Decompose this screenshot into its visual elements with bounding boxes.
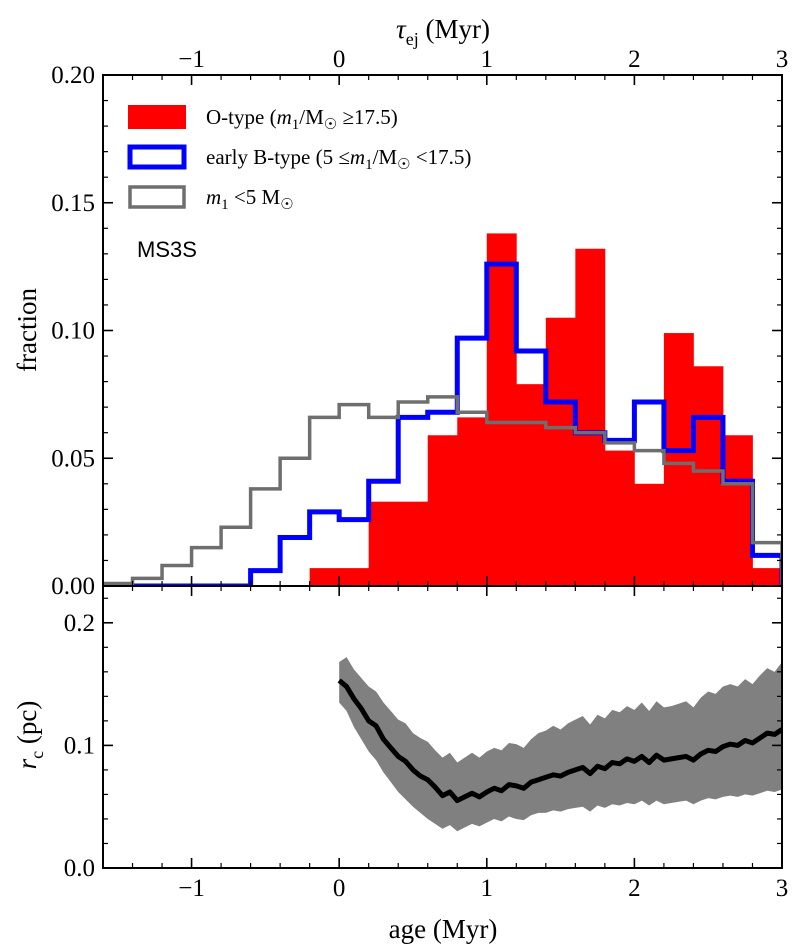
bottom-panel: 0.0 0.1 0.2 −1 0 1 2 3 — [64, 585, 789, 902]
bottom-xtick-label-4: 3 — [776, 875, 789, 902]
bar-o-type-8 — [339, 568, 370, 586]
bar-o-type-9 — [368, 501, 399, 586]
bar-o-type-20 — [693, 366, 724, 586]
top-xtick-label-1: 0 — [333, 46, 346, 73]
bar-o-type-21 — [722, 435, 753, 586]
bar-o-type-12 — [457, 417, 488, 586]
bottom-xtick-label-2: 1 — [481, 875, 494, 902]
top-xtick-label-4: 3 — [776, 46, 789, 73]
legend-swatch-2 — [128, 185, 186, 209]
bottom-x-axis-label: age (Myr) — [389, 914, 498, 944]
bottom-xtick-label-3: 2 — [628, 875, 641, 902]
top-ytick-label-2: 0.10 — [51, 318, 95, 345]
bottom-xtick-label-1: 0 — [333, 875, 346, 902]
top-ytick-label-3: 0.15 — [51, 190, 95, 217]
bar-o-type-22 — [752, 568, 782, 586]
bar-o-type-19 — [663, 333, 694, 586]
bar-o-type-7 — [309, 568, 340, 586]
bottom-plot-frame — [102, 585, 783, 869]
top-panel: 0.00 0.05 0.10 0.15 0.20 −1 0 1 2 3 O-type (m1/M☉ … — [51, 46, 788, 600]
step-line-early-b-type — [103, 261, 782, 586]
legend-swatch-1 — [127, 144, 187, 170]
axis-labels: τej (Myr) fraction rc (pc) age (Myr) — [12, 14, 497, 944]
core-radius-area — [337, 657, 782, 832]
legend-swatch-0 — [128, 105, 186, 129]
bar-o-type-13 — [486, 233, 517, 586]
top-ytick-label-0: 0.00 — [51, 573, 95, 600]
top-axis-label: τej (Myr) — [396, 14, 490, 49]
bottom-ytick-label-1: 0.1 — [64, 732, 95, 759]
histogram-area — [103, 233, 782, 586]
bar-o-type-15 — [545, 317, 576, 586]
top-y-axis-label: fraction — [12, 288, 42, 372]
top-ytick-label-1: 0.05 — [51, 445, 95, 472]
legend-label-1: early B-type (5 ≤m1/M☉ <17.5) — [206, 145, 471, 173]
bottom-xtick-label-0: −1 — [178, 875, 205, 902]
bar-o-type-16 — [575, 248, 606, 586]
bar-o-type-10 — [398, 501, 429, 586]
bottom-y-axis-label: rc (pc) — [12, 701, 47, 770]
bottom-ytick-label-2: 0.2 — [64, 610, 95, 637]
core-radius-band — [339, 657, 782, 832]
legend-label-0: O-type (m1/M☉ ≥17.5) — [206, 105, 398, 133]
bar-o-type-18 — [634, 483, 665, 586]
bottom-ytick-label-0: 0.0 — [64, 855, 95, 882]
top-xtick-label-0: −1 — [178, 46, 205, 73]
top-xtick-label-3: 2 — [628, 46, 641, 73]
bar-o-type-11 — [427, 435, 458, 586]
top-ytick-label-4: 0.20 — [51, 62, 95, 89]
legend-label-2: m1 <5 M☉ — [206, 185, 294, 213]
core-radius-line — [337, 678, 782, 804]
bar-o-type-14 — [516, 384, 547, 586]
step-line-m1-5-msun — [103, 395, 782, 586]
model-annotation: MS3S — [137, 237, 197, 262]
bar-o-type-17 — [604, 450, 635, 586]
top-xtick-label-2: 1 — [481, 46, 494, 73]
